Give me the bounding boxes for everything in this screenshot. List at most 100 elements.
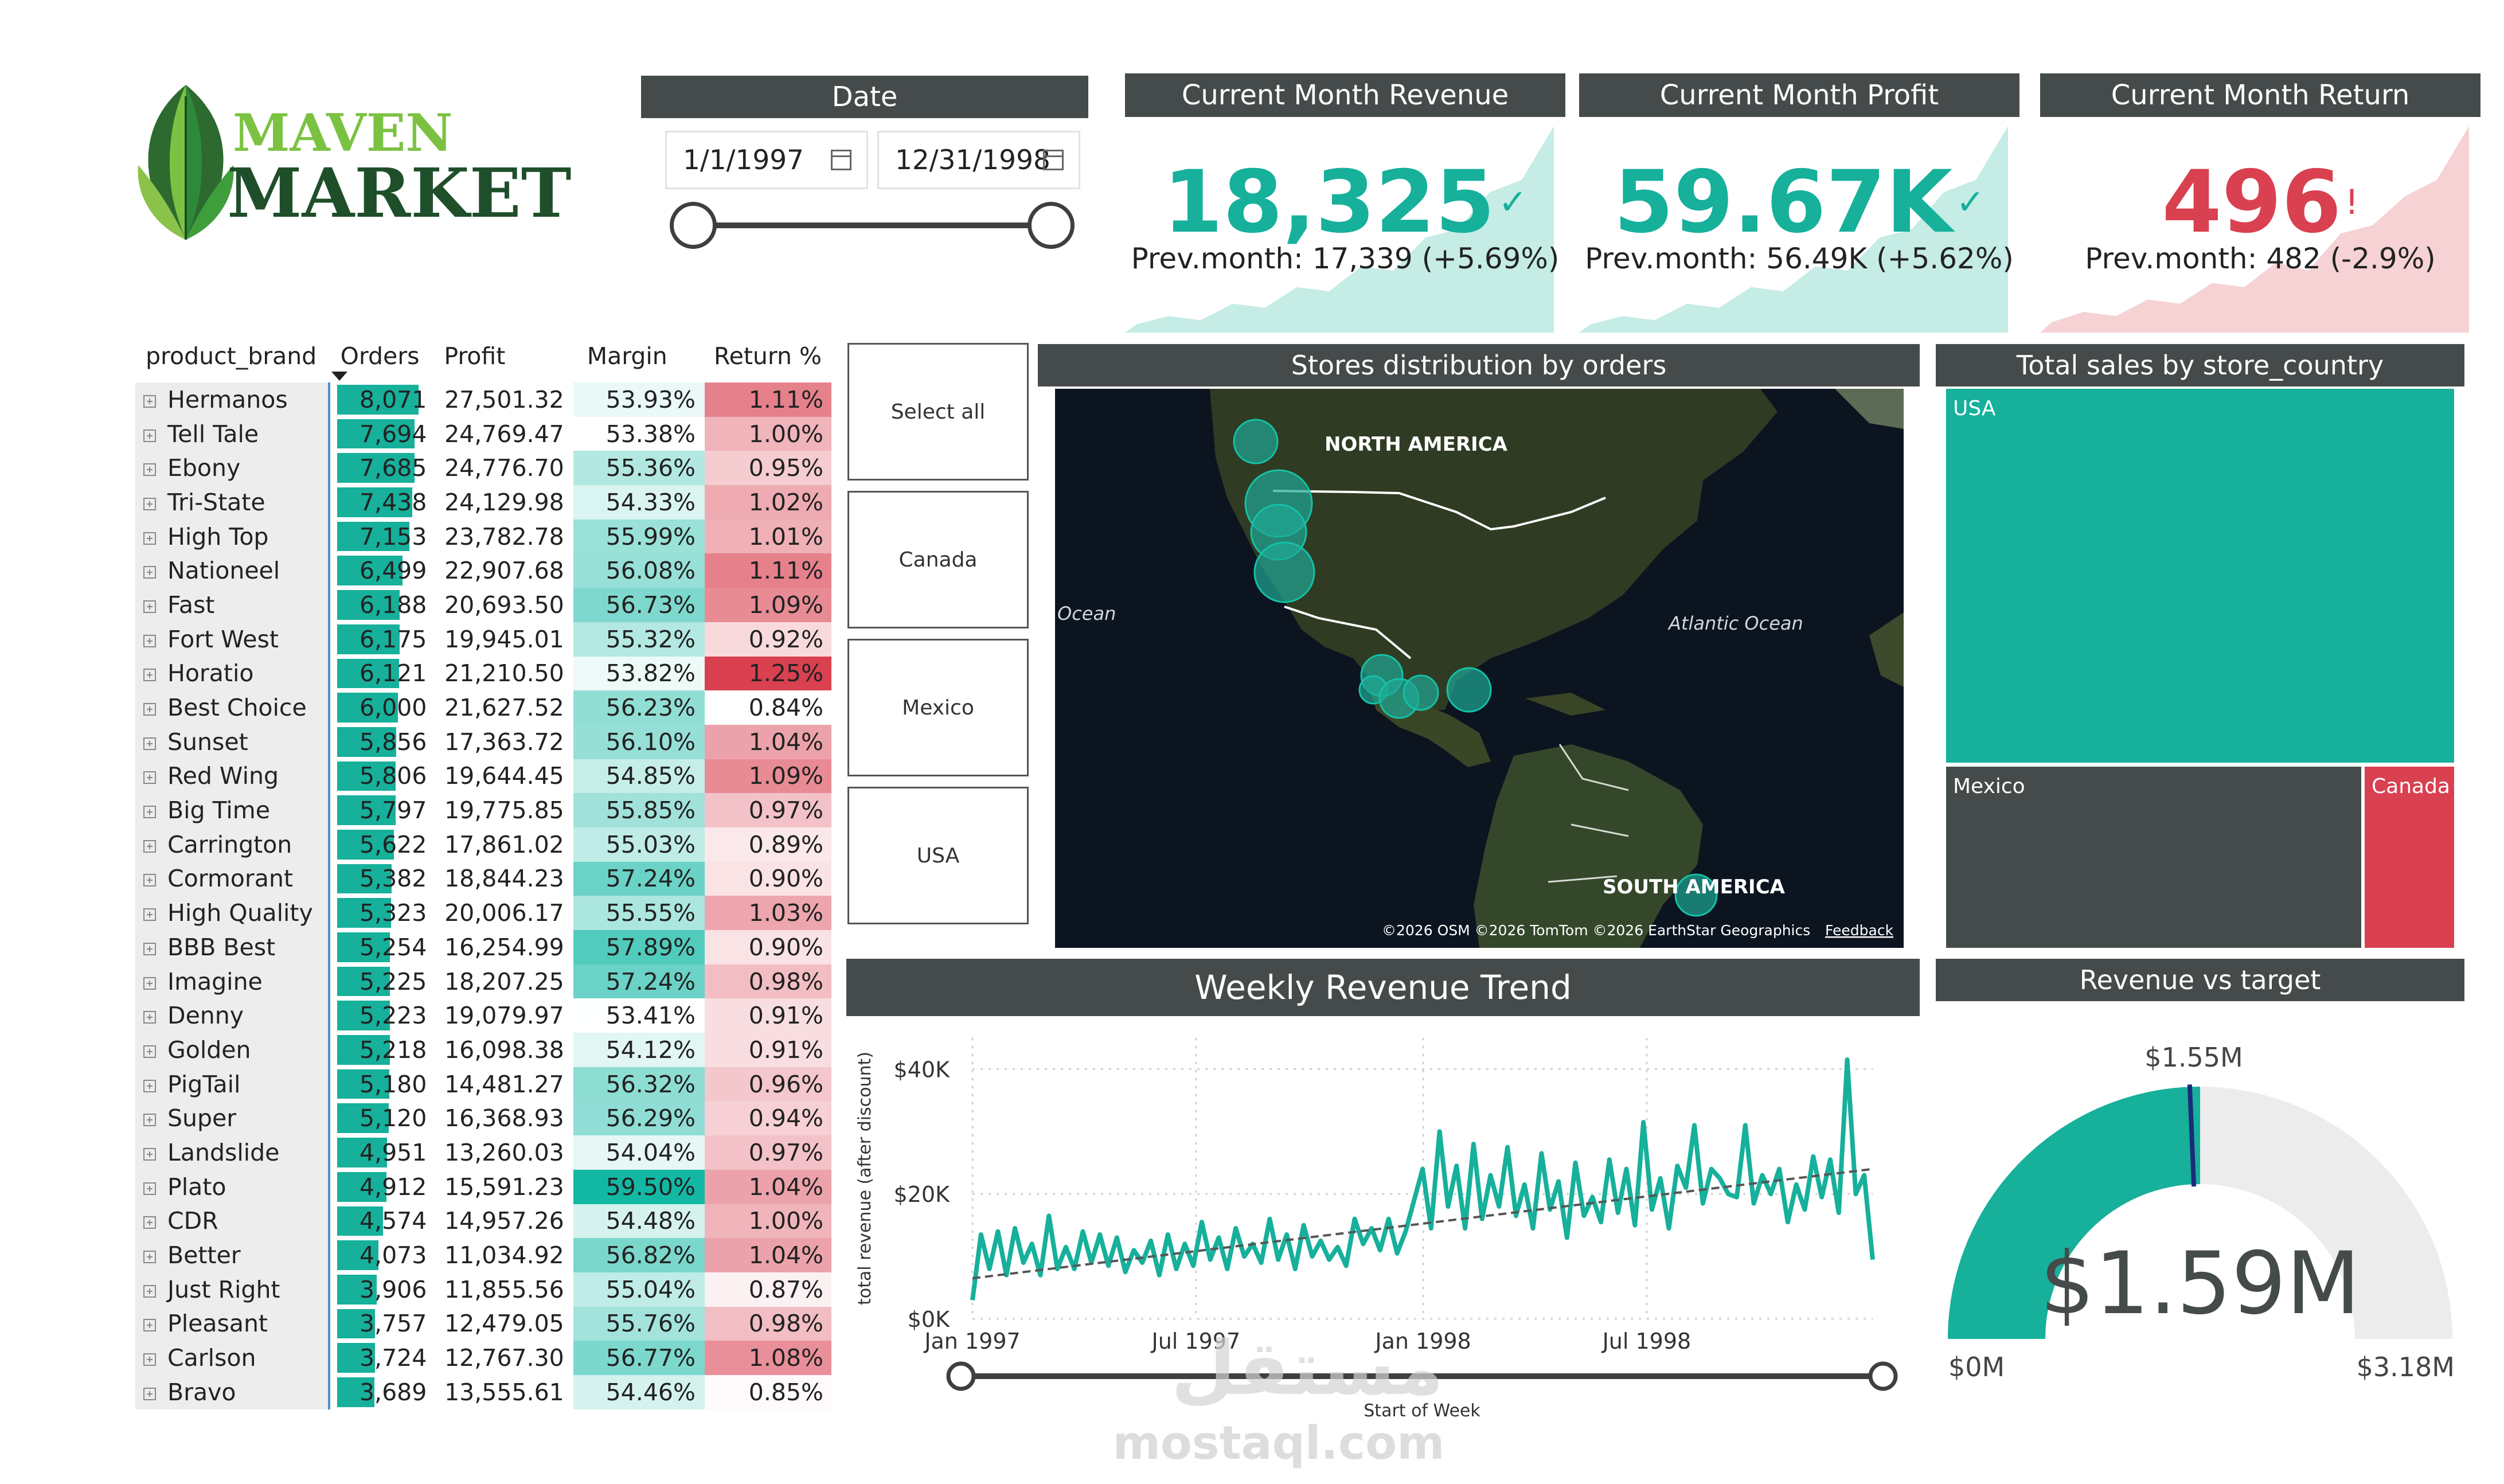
date-slider-handle-end[interactable] <box>1028 202 1075 249</box>
calendar-icon[interactable] <box>831 150 851 170</box>
table-row[interactable]: Cormorant 5,382 18,844.23 57.24% 0.90% <box>135 861 831 896</box>
expand-icon[interactable] <box>143 1353 156 1366</box>
expand-icon[interactable] <box>143 1387 156 1400</box>
expand-icon[interactable] <box>143 566 156 579</box>
country-slicer-option[interactable]: USA <box>847 787 1029 924</box>
table-row[interactable]: Landslide 4,951 13,260.03 54.04% 0.97% <box>135 1135 831 1170</box>
table-row[interactable]: Horatio 6,121 21,210.50 53.82% 1.25% <box>135 656 831 691</box>
header-profit[interactable]: Profit <box>444 342 506 370</box>
expand-icon[interactable] <box>143 1114 156 1127</box>
header-orders[interactable]: Orders <box>340 342 420 370</box>
treemap-mexico[interactable]: Mexico <box>1946 767 2361 948</box>
table-row[interactable]: High Quality 5,323 20,006.17 55.55% 1.03% <box>135 896 831 930</box>
expand-icon[interactable] <box>143 1147 156 1161</box>
date-slider-handle-start[interactable] <box>670 202 717 249</box>
sort-desc-icon[interactable] <box>331 372 347 381</box>
map-feedback-link[interactable]: Feedback <box>1825 922 1894 939</box>
week-slider-handle-end[interactable] <box>1868 1361 1898 1391</box>
table-row[interactable]: Denny 5,223 19,079.97 53.41% 0.91% <box>135 998 831 1033</box>
expand-icon[interactable] <box>143 463 156 477</box>
table-row[interactable]: High Top 7,153 23,782.78 55.99% 1.01% <box>135 519 831 554</box>
table-row[interactable]: Sunset 5,856 17,363.72 56.10% 1.04% <box>135 724 831 759</box>
header-product-brand[interactable]: product_brand <box>146 342 317 370</box>
orders-databar <box>337 932 390 962</box>
expand-icon[interactable] <box>143 874 156 887</box>
table-row[interactable]: Big Time 5,797 19,775.85 55.85% 0.97% <box>135 793 831 827</box>
calendar-icon[interactable] <box>1043 150 1064 170</box>
expand-icon[interactable] <box>143 1216 156 1229</box>
watermark-arabic: مستقل <box>1171 1325 1444 1412</box>
table-row[interactable]: Nationeel 6,499 22,907.68 56.08% 1.11% <box>135 553 831 588</box>
table-row[interactable]: Best Choice 6,000 21,627.52 56.23% 0.84% <box>135 690 831 725</box>
expand-icon[interactable] <box>143 1045 156 1058</box>
orders-cell: 6,000 <box>329 690 433 725</box>
expand-icon[interactable] <box>143 977 156 990</box>
week-slider-handle-start[interactable] <box>946 1361 976 1391</box>
country-slicer-option[interactable]: Mexico <box>847 639 1029 776</box>
brand-name: Ebony <box>167 454 241 482</box>
table-row[interactable]: Hermanos 8,071 27,501.32 53.93% 1.11% <box>135 382 831 417</box>
orders-cell: 5,806 <box>329 759 433 794</box>
table-row[interactable]: Golden 5,218 16,098.38 54.12% 0.91% <box>135 1033 831 1067</box>
orders-databar <box>337 795 396 825</box>
country-slicer-option[interactable]: Canada <box>847 491 1029 628</box>
date-slider-track[interactable] <box>690 222 1052 228</box>
stores-map[interactable]: NORTH AMERICA Atlantic Ocean Ocean SOUTH… <box>1055 389 1904 948</box>
table-row[interactable]: Pleasant 3,757 12,479.05 55.76% 0.98% <box>135 1306 831 1341</box>
expand-icon[interactable] <box>143 806 156 819</box>
expand-icon[interactable] <box>143 839 156 853</box>
orders-value: 6,000 <box>359 694 427 722</box>
expand-icon[interactable] <box>143 669 156 682</box>
expand-icon[interactable] <box>143 703 156 716</box>
expand-icon[interactable] <box>143 600 156 613</box>
expand-icon[interactable] <box>143 1011 156 1024</box>
revenue-gauge[interactable]: $1.55M $1.59M $0M $3.18M <box>1936 1021 2464 1411</box>
table-row[interactable]: Carlson 3,724 12,767.30 56.77% 1.08% <box>135 1341 831 1375</box>
margin-value: 54.46% <box>573 1374 705 1409</box>
table-row[interactable]: PigTail 5,180 14,481.27 56.32% 0.96% <box>135 1067 831 1102</box>
expand-icon[interactable] <box>143 1284 156 1298</box>
table-row[interactable]: Ebony 7,685 24,776.70 55.36% 0.95% <box>135 451 831 486</box>
expand-icon[interactable] <box>143 429 156 442</box>
orders-value: 5,218 <box>359 1036 427 1064</box>
table-row[interactable]: Better 4,073 11,034.92 56.82% 1.04% <box>135 1238 831 1272</box>
table-row[interactable]: Super 5,120 16,368.93 56.29% 0.94% <box>135 1101 831 1136</box>
treemap-canada[interactable]: Canada <box>2365 767 2454 948</box>
orders-cell: 8,071 <box>329 382 433 417</box>
table-row[interactable]: Fort West 6,175 19,945.01 55.32% 0.92% <box>135 622 831 657</box>
table-row[interactable]: BBB Best 5,254 16,254.99 57.89% 0.90% <box>135 930 831 964</box>
expand-icon[interactable] <box>143 532 156 545</box>
expand-icon[interactable] <box>143 1079 156 1092</box>
orders-value: 3,757 <box>359 1310 427 1338</box>
table-row[interactable]: Just Right 3,906 11,855.56 55.04% 0.87% <box>135 1272 831 1307</box>
date-start-input[interactable]: 1/1/1997 <box>665 131 868 189</box>
expand-icon[interactable] <box>143 395 156 408</box>
expand-icon[interactable] <box>143 942 156 955</box>
table-row[interactable]: Fast 6,188 20,693.50 56.73% 1.09% <box>135 588 831 622</box>
treemap-usa[interactable]: USA <box>1946 389 2454 763</box>
table-row[interactable]: Red Wing 5,806 19,644.45 54.85% 1.09% <box>135 759 831 794</box>
return-value: 1.25% <box>704 656 831 691</box>
table-row[interactable]: CDR 4,574 14,957.26 54.48% 1.00% <box>135 1204 831 1239</box>
header-return[interactable]: Return % <box>713 342 822 370</box>
expand-icon[interactable] <box>143 771 156 784</box>
orders-cell: 5,797 <box>329 793 433 827</box>
table-row[interactable]: Bravo 3,689 13,555.61 54.46% 0.85% <box>135 1374 831 1409</box>
table-row[interactable]: Plato 4,912 15,591.23 59.50% 1.04% <box>135 1169 831 1204</box>
table-row[interactable]: Imagine 5,225 18,207.25 57.24% 0.98% <box>135 964 831 999</box>
table-row[interactable]: Carrington 5,622 17,861.02 55.03% 0.89% <box>135 827 831 862</box>
table-row[interactable]: Tell Tale 7,694 24,769.47 53.38% 1.00% <box>135 416 831 451</box>
date-end-input[interactable]: 12/31/1998 <box>877 131 1080 189</box>
header-margin[interactable]: Margin <box>587 342 667 370</box>
gauge-title: Revenue vs target <box>2079 964 2321 995</box>
expand-icon[interactable] <box>143 908 156 921</box>
expand-icon[interactable] <box>143 737 156 750</box>
expand-icon[interactable] <box>143 1251 156 1264</box>
expand-icon[interactable] <box>143 497 156 510</box>
expand-icon[interactable] <box>143 1319 156 1332</box>
table-row[interactable]: Tri-State 7,438 24,129.98 54.33% 1.02% <box>135 485 831 520</box>
expand-icon[interactable] <box>143 634 156 647</box>
expand-icon[interactable] <box>143 1182 156 1195</box>
country-slicer-option[interactable]: Select all <box>847 343 1029 481</box>
